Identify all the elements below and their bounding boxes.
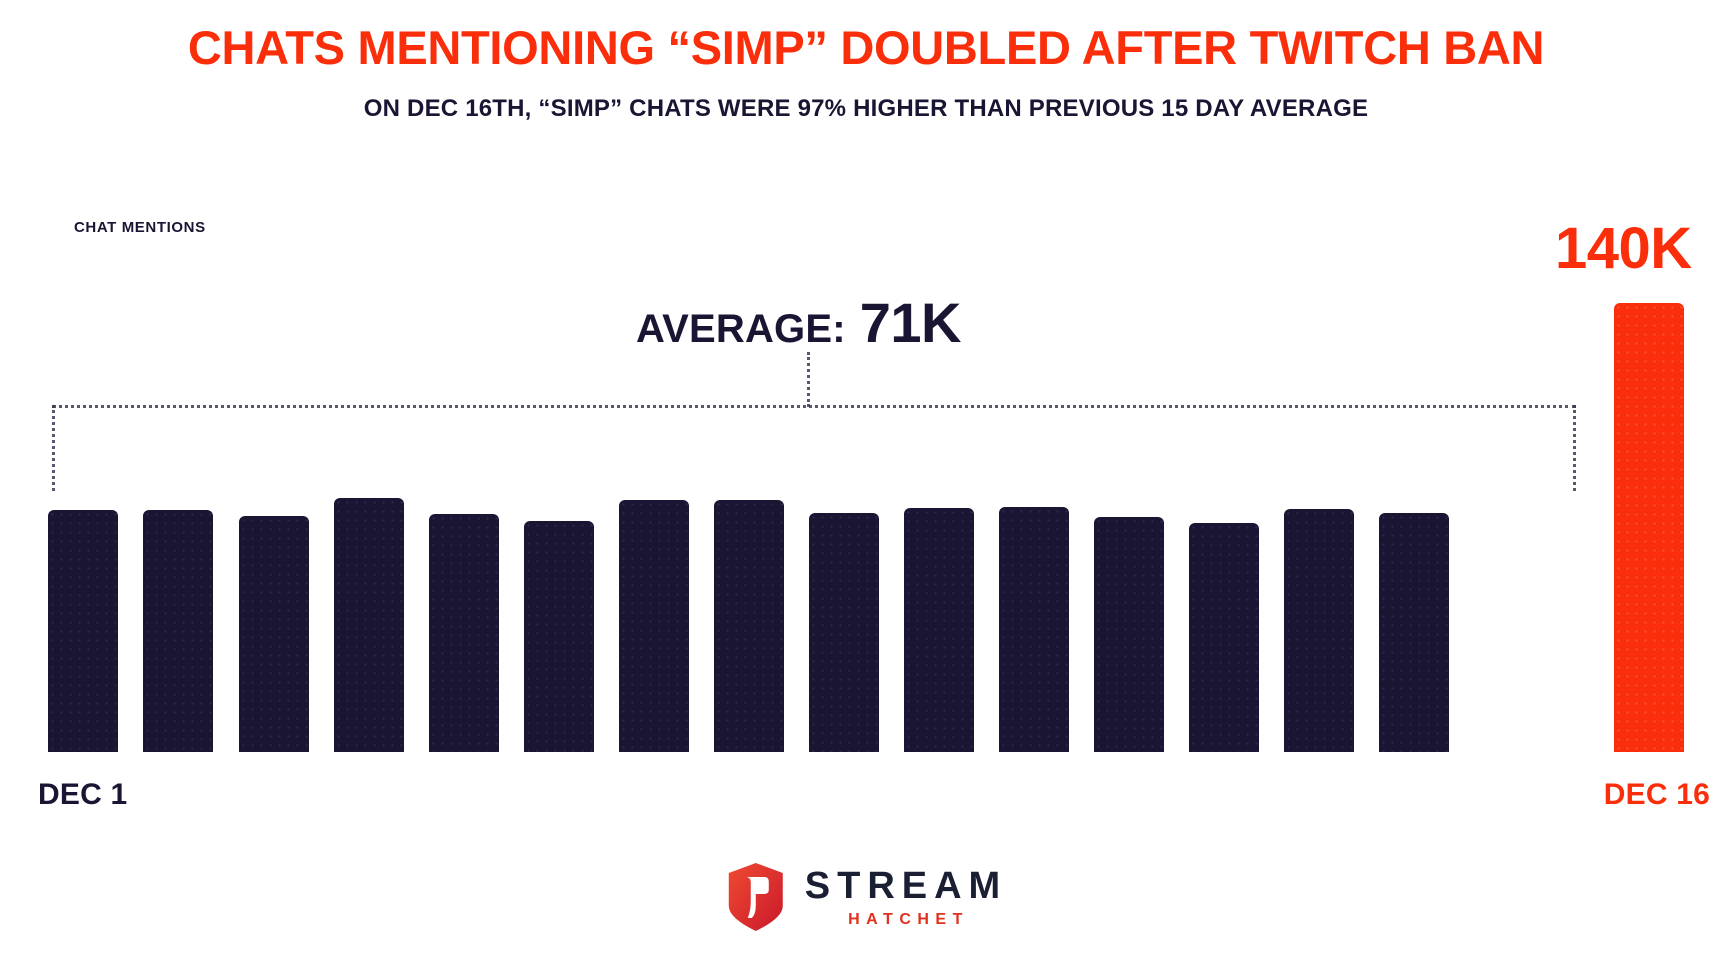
bar-dec-3 — [239, 516, 309, 752]
hatchet-shield-icon — [725, 862, 787, 932]
brand-tagline: HATCHET — [848, 910, 969, 928]
chart-header: CHATS MENTIONING “SIMP” DOUBLED AFTER TW… — [0, 0, 1732, 123]
bar-dec-9 — [809, 513, 879, 752]
bar-dec-13 — [1189, 523, 1259, 752]
brand-name: STREAM — [804, 864, 1008, 907]
page-subtitle: ON DEC 16TH, “SIMP” CHATS WERE 97% HIGHE… — [363, 94, 1369, 122]
bar-dec-2 — [143, 510, 213, 752]
bar-dec-12 — [1094, 517, 1164, 752]
bar-dec-14 — [1284, 509, 1354, 752]
bar-dec-7 — [619, 500, 689, 752]
bar-dec-4 — [334, 498, 404, 752]
bar-dec-1 — [48, 510, 118, 752]
bar-dec-11 — [999, 507, 1069, 752]
page-title: CHATS MENTIONING “SIMP” DOUBLED AFTER TW… — [187, 21, 1545, 74]
bar-dec-8 — [714, 500, 784, 752]
bar-dec-6 — [524, 521, 594, 752]
brand-wordmark: STREAM HATCHET — [805, 867, 1007, 928]
bar-dec-15 — [1379, 513, 1449, 752]
bar-dec-10 — [904, 508, 974, 752]
brand-logo: STREAM HATCHET — [725, 862, 1007, 932]
bar-dec-16 — [1614, 303, 1684, 752]
bar-dec-5 — [429, 514, 499, 752]
